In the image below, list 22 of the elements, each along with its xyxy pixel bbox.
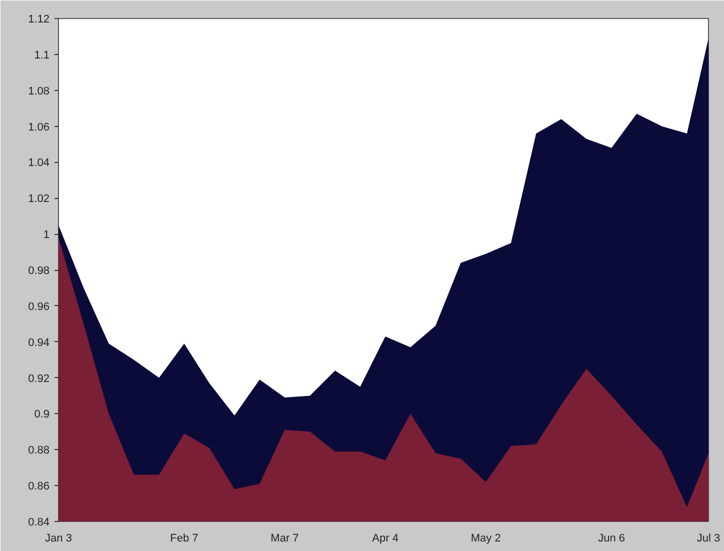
y-tick-label: 1.12 [28, 14, 50, 26]
x-tick-label: Jan 3 [45, 532, 72, 544]
x-tick-label: Jun 6 [598, 532, 626, 544]
y-tick-label: 0.84 [28, 516, 50, 528]
y-tick-label: 1.1 [34, 49, 50, 62]
y-tick-label: 1.02 [28, 193, 50, 206]
x-tick-label: May 2 [470, 532, 501, 544]
x-tick-label: Apr 4 [372, 532, 398, 544]
y-tick-label: 0.88 [28, 444, 50, 457]
y-tick-label: 0.9 [34, 408, 50, 421]
y-tick-label: 1 [43, 229, 50, 242]
x-tick-label: Jul 3 [696, 532, 720, 544]
x-tick-label: Mar 7 [270, 532, 299, 544]
y-tick-label: 0.86 [28, 480, 50, 493]
y-tick-label: 0.94 [28, 336, 50, 349]
y-tick-label: 1.06 [28, 121, 50, 134]
y-tick-label: 0.92 [28, 372, 50, 385]
y-tick-label: 0.98 [28, 265, 50, 277]
y-tick-label: 0.96 [28, 300, 50, 313]
x-tick-label: Feb 7 [170, 532, 198, 544]
y-tick-label: 1.08 [28, 85, 50, 98]
y-tick-label: 1.04 [28, 157, 50, 170]
